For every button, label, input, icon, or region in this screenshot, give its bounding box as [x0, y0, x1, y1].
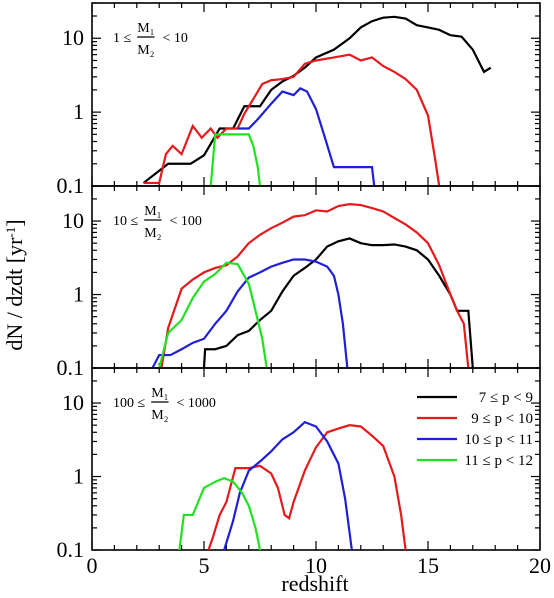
- panel-2: 0.1 1 10 10 ≤ M₁ M₂ < 100: [57, 185, 541, 380]
- series-line-panel-3-3: [178, 476, 262, 551]
- y-tick-label: 0.1: [57, 537, 85, 562]
- panel-label-right: < 100: [170, 214, 202, 229]
- y-tick-label: 1: [73, 464, 84, 489]
- legend-label: 11 ≤ p < 12: [464, 453, 533, 469]
- series-line-panel-2-4: [158, 261, 268, 369]
- y-axis-title-superscript: -1: [3, 227, 18, 238]
- series-line-panel-1-1: [142, 15, 492, 184]
- panel-label-numerator: M₁: [151, 386, 168, 401]
- panel-1: 0.1 1 10 1 ≤ M₁ M₂ < 10: [57, 2, 541, 198]
- y-tick-label: 10: [62, 25, 84, 50]
- y-tick-label: 1: [73, 282, 84, 307]
- y-tick-label: 10: [62, 390, 84, 415]
- chart-legend: 7 ≤ p < 9 9 ≤ p < 10 10 ≤ p < 11 11 ≤ p < 1…: [417, 390, 533, 469]
- x-tick-label: 20: [529, 553, 551, 578]
- series-line-panel-1-3: [237, 86, 376, 187]
- panel-label-denominator: M₂: [151, 408, 168, 423]
- panel-3: 0.1 1 10 100 ≤ M₁ M₂ < 1000: [57, 367, 541, 562]
- y-axis-title-close: ]: [2, 219, 27, 226]
- series-line-panel-3-2: [223, 420, 353, 551]
- y-tick-label: 10: [62, 208, 84, 233]
- legend-label: 9 ≤ p < 10: [471, 411, 533, 427]
- series-line-panel-2-3: [151, 258, 349, 369]
- x-axis-title: redshift: [281, 571, 348, 596]
- panel-label-left: 100 ≤: [113, 396, 146, 411]
- chart-axes-text: redshift dN / dzdt [yr-1]: [2, 219, 349, 596]
- series-line-panel-2-1: [202, 237, 474, 369]
- x-tick-label: 0: [87, 553, 98, 578]
- panel-label-left: 1 ≤: [113, 31, 132, 46]
- panel-label-numerator: M₁: [137, 21, 154, 36]
- series-line-panel-3-1: [207, 424, 407, 551]
- panel-label-right: < 1000: [177, 396, 216, 411]
- series-line-panel-2-2: [160, 203, 470, 369]
- legend-label: 7 ≤ p < 9: [479, 390, 533, 406]
- panel-label-denominator: M₂: [144, 226, 161, 241]
- series-line-panel-1-2: [143, 53, 441, 187]
- x-tick-label: 10: [305, 553, 327, 578]
- series-line-panel-1-4: [209, 133, 262, 187]
- panel-label-left: 10 ≤: [113, 214, 139, 229]
- panel-label-right: < 10: [163, 31, 188, 46]
- panel-frame: [91, 2, 541, 187]
- legend-label: 10 ≤ p < 11: [464, 432, 533, 448]
- y-axis-title-main: dN / dzdt [yr: [2, 237, 27, 351]
- y-axis-title: dN / dzdt [yr-1]: [2, 219, 27, 350]
- panel-label-numerator: M₁: [144, 204, 161, 219]
- panel-label-denominator: M₂: [137, 43, 154, 58]
- x-tick-label: 15: [417, 553, 439, 578]
- x-tick-label: 5: [199, 553, 210, 578]
- y-tick-label: 1: [73, 99, 84, 124]
- y-tick-label: 0.1: [57, 173, 85, 198]
- y-tick-label: 0.1: [57, 355, 85, 380]
